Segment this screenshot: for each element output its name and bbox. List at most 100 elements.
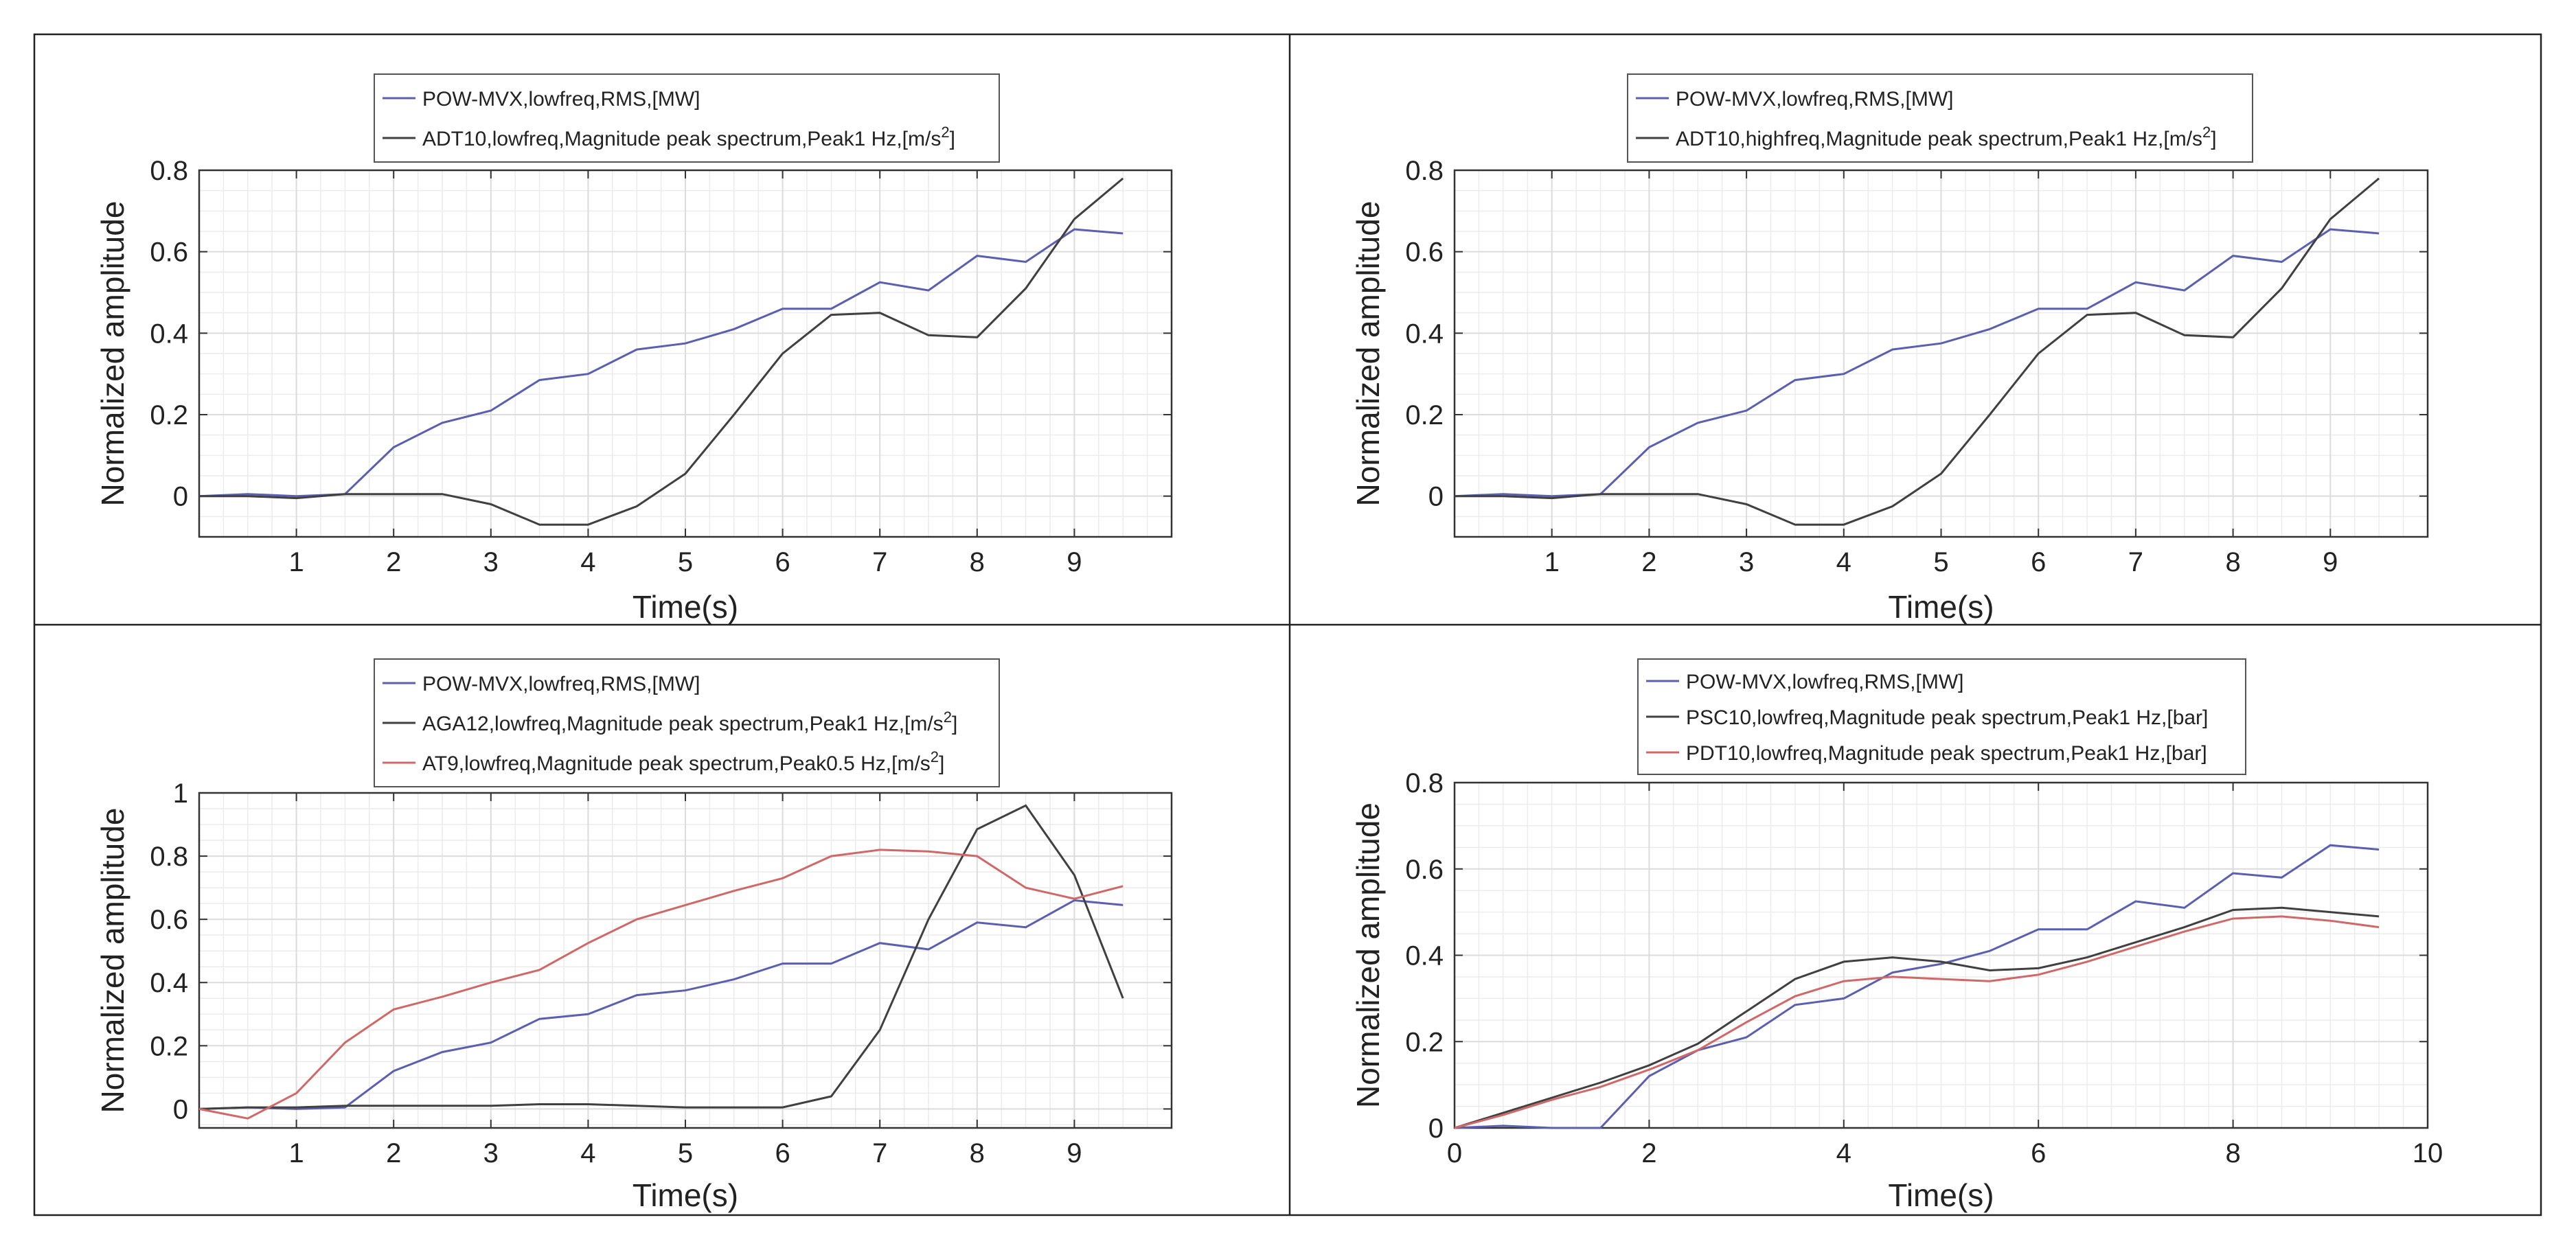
x-tick-label: 4: [580, 1138, 595, 1168]
series-line-1: [198, 228, 1124, 498]
x-tick-label: 3: [483, 1138, 499, 1168]
legend-entry-text: AGA12,lowfreq,Magnitude peak spectrum,Pe…: [422, 713, 944, 735]
x-tick-label: 4: [1836, 547, 1851, 577]
x-tick-label: 1: [1545, 547, 1560, 577]
x-tick-label: 5: [678, 547, 693, 577]
y-tick-label: 0: [1428, 482, 1444, 512]
x-tick-label: 1: [288, 1138, 304, 1168]
x-tick-label: 6: [2031, 1138, 2046, 1168]
chart-panel-3: 1 2 3 4 5 6 7 8 9 0 0.2 0.4 0.6 0.8 1 Time(s) Normalized…: [95, 658, 1173, 1213]
x-tick-label: 7: [872, 547, 887, 577]
legend-entry-text: PSC10,lowfreq,Magnitude peak spectrum,Pe…: [1686, 706, 2208, 729]
y-tick-label: 0.4: [1405, 941, 1444, 971]
x-tick-label: 2: [1641, 547, 1656, 577]
legend-entry-text: POW-MVX,lowfreq,RMS,[MW]: [1686, 671, 1963, 693]
y-tick-label: 0.8: [150, 156, 188, 186]
legend-entry: POW-MVX,lowfreq,RMS,[MW]: [422, 88, 700, 111]
legend-entry-text: POW-MVX,lowfreq,RMS,[MW]: [1676, 88, 1953, 111]
x-tick-label: 8: [2225, 1138, 2240, 1168]
y-tick-label: 0.4: [1405, 319, 1444, 349]
x-tick-label: 9: [2323, 547, 2338, 577]
legend-box: [374, 73, 1000, 163]
x-tick-label: 7: [872, 1138, 887, 1168]
legend-box: [374, 658, 1000, 787]
x-tick-label: 3: [483, 547, 499, 577]
x-tick-label: 4: [1836, 1138, 1851, 1168]
legend-box: [1627, 73, 2253, 163]
legend-entry-tail: ]: [2211, 128, 2216, 150]
y-tick-label: 0: [173, 1094, 188, 1124]
legend: POW-MVX,lowfreq,RMS,[MW] ADT10,lowfreq,Ma…: [374, 73, 1000, 163]
series-line-1: [198, 899, 1124, 1110]
series-line-3: [198, 849, 1124, 1120]
legend-entry: ADT10,highfreq,Magnitude peak spectrum,P…: [1676, 124, 2217, 150]
y-tick-label: 0.4: [150, 968, 188, 998]
legend-entry: PSC10,lowfreq,Magnitude peak spectrum,Pe…: [1686, 706, 2208, 729]
legend: POW-MVX,lowfreq,RMS,[MW] AGA12,lowfreq,Ma…: [374, 658, 1000, 787]
x-tick-label: 1: [288, 547, 304, 577]
series-line-1: [1454, 228, 2380, 498]
y-tick-label: 0: [1428, 1114, 1444, 1144]
x-tick-label: 7: [2128, 547, 2143, 577]
y-tick-label: 0.2: [1405, 1027, 1444, 1057]
x-tick-label: 5: [1933, 547, 1948, 577]
y-axis-label: Normalized amplitude: [95, 201, 130, 507]
y-tick-label: 0.6: [1405, 855, 1444, 885]
series-line-3: [1454, 915, 2380, 1129]
legend-entry-tail: ]: [952, 713, 957, 735]
y-tick-label: 0.6: [1405, 238, 1444, 268]
legend-entry-text: AT9,lowfreq,Magnitude peak spectrum,Peak…: [422, 752, 931, 775]
y-tick-label: 0: [173, 482, 188, 512]
x-tick-label: 9: [1067, 1138, 1082, 1168]
axes-box: [1453, 781, 2429, 1129]
legend-entry: AGA12,lowfreq,Magnitude peak spectrum,Pe…: [422, 708, 957, 735]
legend-entry-superscript: 2: [2202, 124, 2211, 141]
legend-entry-superscript: 2: [931, 748, 939, 765]
legend-entry-text: ADT10,lowfreq,Magnitude peak spectrum,Pe…: [422, 128, 941, 150]
y-tick-label: 0.8: [150, 842, 188, 872]
chart-panel-2: 1 2 3 4 5 6 7 8 9 0 0.2 0.4 0.6 0.8 Time(s) Normalized …: [1350, 73, 2429, 625]
series-line-2: [199, 177, 1124, 526]
y-tick-label: 0.4: [150, 319, 188, 349]
x-axis-label: Time(s): [1888, 589, 1994, 625]
axes-box: [1453, 169, 2429, 538]
y-tick-label: 0.6: [150, 238, 188, 268]
legend-entry-text: PDT10,lowfreq,Magnitude peak spectrum,Pe…: [1686, 742, 2207, 765]
chart-panel-4: 0 2 4 6 8 10 0 0.2 0.4 0.6 0.8 Time(s) Normalized am…: [1350, 658, 2443, 1213]
x-tick-label: 10: [2413, 1138, 2443, 1168]
x-tick-label: 5: [678, 1138, 693, 1168]
x-tick-label: 6: [2031, 547, 2046, 577]
x-tick-label: 6: [775, 547, 790, 577]
legend-entry: AT9,lowfreq,Magnitude peak spectrum,Peak…: [422, 748, 944, 775]
y-tick-label: 0.2: [1405, 400, 1444, 430]
x-axis-label: Time(s): [632, 589, 738, 625]
legend-entry-superscript: 2: [941, 124, 949, 141]
y-tick-label: 0.6: [150, 905, 188, 935]
x-tick-label: 8: [970, 547, 985, 577]
legend-entry-text: ADT10,highfreq,Magnitude peak spectrum,P…: [1676, 128, 2202, 150]
legend-box: [1637, 658, 2246, 775]
legend-entry-tail: ]: [950, 128, 955, 150]
x-tick-label: 2: [386, 547, 401, 577]
y-tick-label: 0.2: [150, 400, 188, 430]
x-tick-label: 8: [970, 1138, 985, 1168]
legend-entry: PDT10,lowfreq,Magnitude peak spectrum,Pe…: [1686, 742, 2207, 765]
y-tick-label: 1: [173, 778, 188, 809]
x-tick-label: 3: [1739, 547, 1754, 577]
x-tick-label: 2: [1641, 1138, 1656, 1168]
chart-panel-1: 1 2 3 4 5 6 7 8 9 0 0.2 0.4 0.6 0.8 Time(s) Normalized …: [95, 73, 1173, 625]
axes-box: [198, 792, 1173, 1129]
legend-entry-text: POW-MVX,lowfreq,RMS,[MW]: [422, 673, 700, 695]
y-axis-label: Normalized amplitude: [95, 808, 130, 1114]
legend-entry: POW-MVX,lowfreq,RMS,[MW]: [422, 673, 700, 695]
x-axis-label: Time(s): [632, 1177, 738, 1213]
series-line-2: [1454, 906, 2380, 1129]
y-axis-label: Normalized amplitude: [1350, 803, 1386, 1108]
legend-entry: POW-MVX,lowfreq,RMS,[MW]: [1676, 88, 1953, 111]
legend-entry: ADT10,lowfreq,Magnitude peak spectrum,Pe…: [422, 124, 955, 150]
legend-entry-text: POW-MVX,lowfreq,RMS,[MW]: [422, 88, 700, 111]
legend-entry: POW-MVX,lowfreq,RMS,[MW]: [1686, 671, 1963, 693]
legend: POW-MVX,lowfreq,RMS,[MW] PSC10,lowfreq,Ma…: [1637, 658, 2246, 775]
